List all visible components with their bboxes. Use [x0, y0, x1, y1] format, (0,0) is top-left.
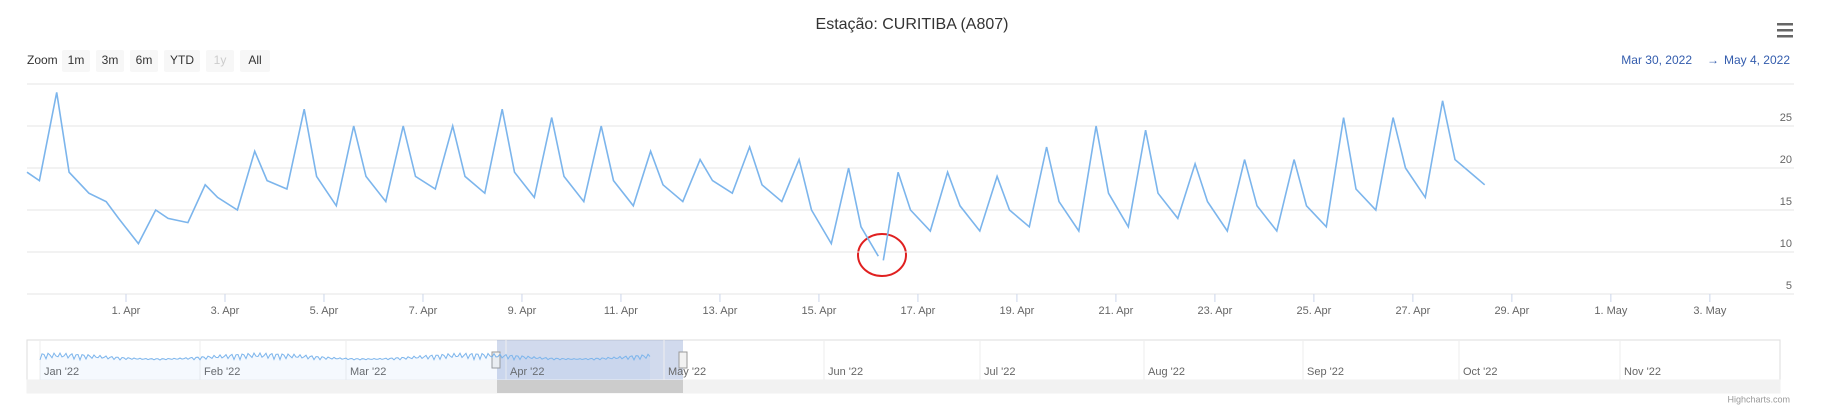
x-tick-label: 1. May — [1594, 305, 1628, 317]
scrollbar-track[interactable] — [26, 379, 1781, 394]
x-tick-label: 27. Apr — [1395, 305, 1430, 317]
zoom-button[interactable] — [96, 50, 124, 72]
navigator-series-area — [40, 353, 650, 380]
navigator-label: Sep '22 — [1307, 366, 1344, 378]
range-to: May 4, 2022 — [1724, 53, 1790, 67]
navigator-handle[interactable] — [678, 351, 688, 369]
data-line — [26, 92, 879, 257]
menu-bar — [1777, 23, 1793, 26]
range-separator: → — [1707, 53, 1719, 67]
x-tick-label: 25. Apr — [1296, 305, 1331, 317]
zoom-button-label: 1m — [68, 53, 85, 67]
zoom-button[interactable] — [62, 50, 90, 72]
annotation-circle — [857, 233, 907, 277]
x-tick-label: 19. Apr — [999, 305, 1034, 317]
navigator-series — [39, 351, 651, 362]
x-tick-label: 11. Apr — [604, 305, 638, 317]
credits[interactable]: Highcharts.com — [1727, 394, 1790, 404]
x-tick-label: 1. Apr — [112, 305, 141, 317]
zoom-button-label: All — [248, 53, 261, 67]
x-tick-label: 21. Apr — [1098, 305, 1133, 317]
x-tick-label: 3. Apr — [211, 305, 240, 317]
zoom-label: Zoom — [27, 53, 58, 67]
zoom-button — [206, 50, 234, 72]
y-tick-label: 25 — [1780, 112, 1792, 124]
menu-button[interactable] — [1777, 23, 1793, 38]
y-tick-label: 20 — [1780, 154, 1792, 166]
scrollbar-thumb[interactable] — [497, 380, 683, 393]
x-tick-label: 23. Apr — [1197, 305, 1232, 317]
x-tick-label: 5. Apr — [310, 305, 339, 317]
navigator-label: Oct '22 — [1463, 366, 1498, 378]
navigator-label: Mar '22 — [350, 366, 386, 378]
x-tick-label: 15. Apr — [802, 305, 837, 317]
navigator-selection[interactable] — [497, 340, 683, 380]
data-line — [882, 100, 1486, 261]
y-tick-label: 15 — [1780, 196, 1792, 208]
zoom-button-label: YTD — [170, 53, 194, 67]
navigator-label: Feb '22 — [204, 366, 240, 378]
zoom-button-label: 1y — [214, 53, 227, 67]
zoom-button[interactable] — [240, 50, 270, 72]
x-tick-label: 7. Apr — [409, 305, 438, 317]
zoom-button-label: 3m — [102, 53, 119, 67]
range-from: Mar 30, 2022 — [1621, 53, 1692, 67]
x-tick-label: 29. Apr — [1494, 305, 1529, 317]
zoom-button[interactable] — [164, 50, 200, 72]
x-tick-label: 13. Apr — [703, 305, 738, 317]
navigator-label: Jun '22 — [828, 366, 863, 378]
navigator-label: Apr '22 — [510, 366, 545, 378]
x-tick-label: 3. May — [1693, 305, 1727, 317]
zoom-button[interactable] — [130, 50, 158, 72]
navigator-label: Nov '22 — [1624, 366, 1661, 378]
zoom-button-label: 6m — [136, 53, 153, 67]
x-tick-label: 17. Apr — [900, 305, 935, 317]
y-tick-label: 5 — [1786, 280, 1792, 292]
navigator-handle[interactable] — [491, 351, 501, 369]
menu-bar — [1777, 35, 1793, 38]
y-tick-label: 10 — [1780, 238, 1792, 250]
navigator-label: Jul '22 — [984, 366, 1015, 378]
navigator-label: May '22 — [668, 366, 706, 378]
menu-bar — [1777, 29, 1793, 32]
x-tick-label: 9. Apr — [508, 305, 537, 317]
navigator-label: Jan '22 — [44, 366, 79, 378]
chart-title: Estação: CURITIBA (A807) — [816, 16, 1009, 33]
navigator-label: Aug '22 — [1148, 366, 1185, 378]
